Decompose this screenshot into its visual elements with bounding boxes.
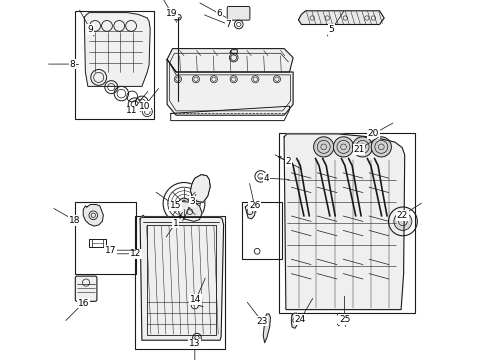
Polygon shape	[178, 202, 202, 221]
Polygon shape	[140, 215, 223, 340]
Bar	[75, 202, 136, 274]
Polygon shape	[244, 203, 255, 219]
Circle shape	[333, 137, 353, 157]
Bar	[75, 11, 154, 119]
Text: 6: 6	[216, 9, 222, 18]
Text: 9: 9	[87, 25, 93, 34]
Bar	[241, 202, 282, 259]
Text: 8: 8	[69, 59, 75, 68]
Text: 21: 21	[352, 145, 364, 154]
Text: 2: 2	[285, 158, 291, 166]
Text: 16: 16	[77, 299, 89, 307]
Text: 3: 3	[189, 197, 195, 206]
Text: 10: 10	[139, 102, 150, 111]
Text: 20: 20	[367, 129, 378, 138]
Polygon shape	[167, 59, 292, 115]
Circle shape	[370, 137, 390, 157]
Text: 14: 14	[190, 295, 201, 304]
Circle shape	[313, 137, 333, 157]
Bar	[278, 133, 415, 313]
Bar	[134, 216, 224, 349]
Text: 7: 7	[225, 20, 231, 29]
Polygon shape	[84, 13, 150, 86]
Text: 25: 25	[338, 315, 349, 324]
Polygon shape	[190, 175, 210, 202]
Polygon shape	[298, 11, 384, 24]
Text: 18: 18	[69, 216, 80, 225]
Text: 23: 23	[256, 317, 267, 325]
Polygon shape	[167, 49, 292, 72]
Polygon shape	[284, 134, 404, 310]
Circle shape	[178, 198, 189, 209]
Bar	[89, 239, 106, 247]
Text: 24: 24	[294, 315, 305, 324]
Polygon shape	[83, 204, 103, 226]
Text: 17: 17	[104, 246, 116, 255]
Polygon shape	[291, 313, 298, 328]
Text: 12: 12	[130, 249, 141, 258]
Circle shape	[393, 212, 411, 230]
Text: 4: 4	[263, 174, 268, 183]
Text: 19: 19	[166, 9, 177, 18]
Text: 15: 15	[169, 201, 181, 210]
Text: 22: 22	[396, 211, 407, 220]
Text: 26: 26	[248, 201, 260, 210]
Circle shape	[352, 137, 372, 157]
Text: 13: 13	[189, 339, 200, 348]
FancyBboxPatch shape	[227, 6, 249, 20]
Text: 1: 1	[172, 219, 178, 228]
Polygon shape	[263, 314, 270, 343]
Text: 5: 5	[328, 25, 334, 34]
FancyBboxPatch shape	[75, 276, 97, 301]
Text: 11: 11	[126, 107, 138, 115]
